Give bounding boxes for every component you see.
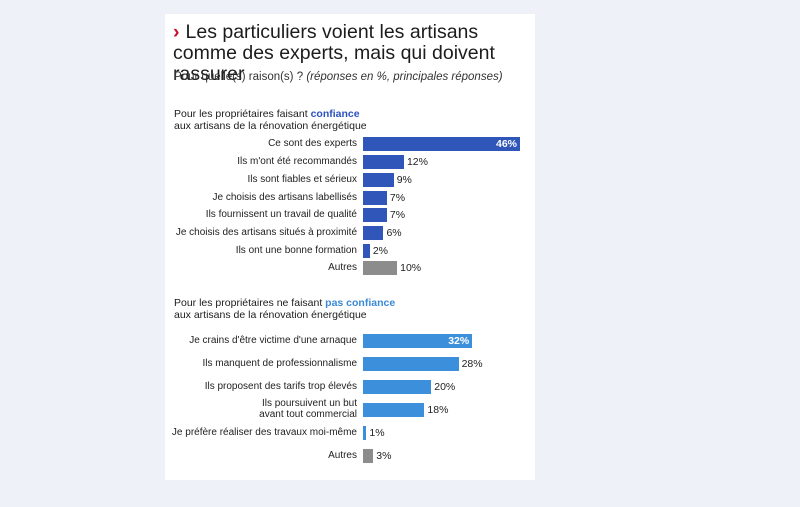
bar [363, 226, 384, 240]
value-label: 7% [389, 192, 406, 204]
section-header-suffix: aux artisans de la rénovation énergétiqu… [174, 120, 367, 132]
value-label: 12% [406, 156, 428, 168]
bar [363, 191, 387, 205]
section-header-highlight: pas confiance [325, 297, 396, 309]
bar [363, 173, 394, 187]
value-label: 46% [495, 138, 517, 150]
value-label: 9% [396, 174, 412, 186]
bar [363, 244, 370, 258]
value-label: 32% [448, 335, 470, 347]
value-label: 6% [386, 227, 402, 239]
infographic-card: › Les particuliers voient les artisans co… [165, 14, 535, 480]
category-label: Ils ont une bonne formation [235, 245, 357, 256]
value-label: 20% [434, 381, 456, 393]
value-label: 18% [427, 404, 449, 416]
category-label: Ils manquent de professionnalisme [202, 358, 357, 369]
category-label: Ce sont des experts [268, 138, 357, 149]
value-label: 10% [400, 262, 422, 274]
category-label-line: Ils poursuivent un but [261, 398, 357, 409]
category-label: Je choisis des artisans labellisés [212, 192, 357, 203]
section-header-distrust: Pour les propriétaires ne faisant pas co… [174, 297, 395, 321]
category-label-line: avant tout commercial [259, 409, 357, 420]
section-header-prefix: Pour les propriétaires ne faisant [174, 297, 326, 309]
bar [363, 426, 367, 440]
category-label: Je choisis des artisans situés à proximi… [175, 227, 357, 238]
chart-title: › Les particuliers voient les artisans co… [173, 22, 533, 85]
section-header-highlight: confiance [310, 108, 360, 120]
bar [363, 208, 387, 222]
section-header-trust: Pour les propriétaires faisant confiance… [174, 108, 367, 132]
section-header-prefix: Pour les propriétaires faisant [174, 108, 311, 120]
value-label: 2% [372, 245, 388, 257]
bar [363, 380, 432, 394]
bar [363, 261, 398, 275]
category-label: Ils fournissent un travail de qualité [205, 209, 357, 220]
category-label: Je crains d'être victime d'une arnaque [189, 335, 357, 346]
value-label: 28% [461, 358, 483, 370]
category-label: Ils proposent des tarifs trop élevés [204, 381, 357, 392]
bar [363, 403, 425, 417]
bar [363, 449, 374, 463]
subtitle-note: (réponses en %, principales réponses) [306, 71, 503, 83]
category-label: Autres [328, 262, 357, 273]
title-text: Les particuliers voient les artisans com… [173, 21, 495, 85]
section-header-suffix: aux artisans de la rénovation énergétiqu… [174, 309, 367, 321]
chevron-icon: › [173, 21, 180, 43]
subtitle-main: Pour quelle(s) raison(s) ? [174, 71, 307, 83]
bar [363, 357, 459, 371]
bar [363, 155, 404, 169]
value-label: 7% [389, 209, 406, 221]
value-label: 1% [369, 427, 385, 439]
category-label: Je préfère réaliser des travaux moi-même [171, 427, 357, 438]
category-label: Ils m'ont été recommandés [237, 156, 357, 167]
category-label: Ils sont fiables et sérieux [247, 174, 358, 185]
category-label: Ils poursuivent un but avant tout commerc… [259, 398, 357, 420]
bar [363, 334, 473, 348]
bar [363, 137, 520, 151]
value-label: 3% [376, 450, 392, 462]
category-label: Autres [328, 450, 357, 461]
chart-subtitle: Pour quelle(s) raison(s) ? (réponses en … [174, 71, 503, 83]
